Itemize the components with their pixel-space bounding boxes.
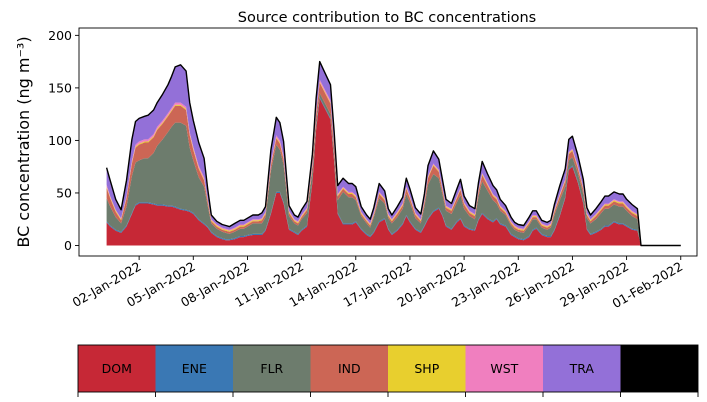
y-tick-label: 100 xyxy=(48,133,72,148)
legend-label-bb: BB xyxy=(651,361,668,376)
legend-label-dom: DOM xyxy=(102,361,132,376)
legend-swatch-flr xyxy=(233,345,311,392)
legend-label-tra: TRA xyxy=(569,361,595,376)
plot-area: 05010015020002-Jan-202205-Jan-202208-Jan… xyxy=(48,27,698,311)
total-line xyxy=(105,60,681,247)
legend-swatch-ind xyxy=(310,345,388,392)
legend-swatch-ene xyxy=(155,345,233,392)
legend-label-shp: SHP xyxy=(414,361,439,376)
legend-swatch-dom xyxy=(78,345,156,392)
legend-swatch-shp xyxy=(388,345,466,392)
chart-title: Source contribution to BC concentrations xyxy=(238,10,536,26)
plot-frame xyxy=(78,27,698,257)
legend-swatch-wst xyxy=(465,345,543,392)
legend-swatch-bb xyxy=(620,345,698,392)
legend-label-ene: ENE xyxy=(182,361,207,376)
area-series-dom xyxy=(106,98,681,246)
y-axis-label: BC concentration (ng m⁻³) xyxy=(14,36,33,247)
legend-swatch-tra xyxy=(543,345,621,392)
y-tick-label: 50 xyxy=(56,185,72,200)
legend-label-flr: FLR xyxy=(260,361,283,376)
legend-label-wst: WST xyxy=(490,361,518,376)
legend-label-ind: IND xyxy=(338,361,361,376)
y-tick-label: 150 xyxy=(48,80,72,95)
y-tick-label: 0 xyxy=(64,238,72,253)
y-tick-label: 200 xyxy=(48,28,72,43)
legend: DOM ENE FLR IND SHP WST TRA BB xyxy=(77,344,699,397)
